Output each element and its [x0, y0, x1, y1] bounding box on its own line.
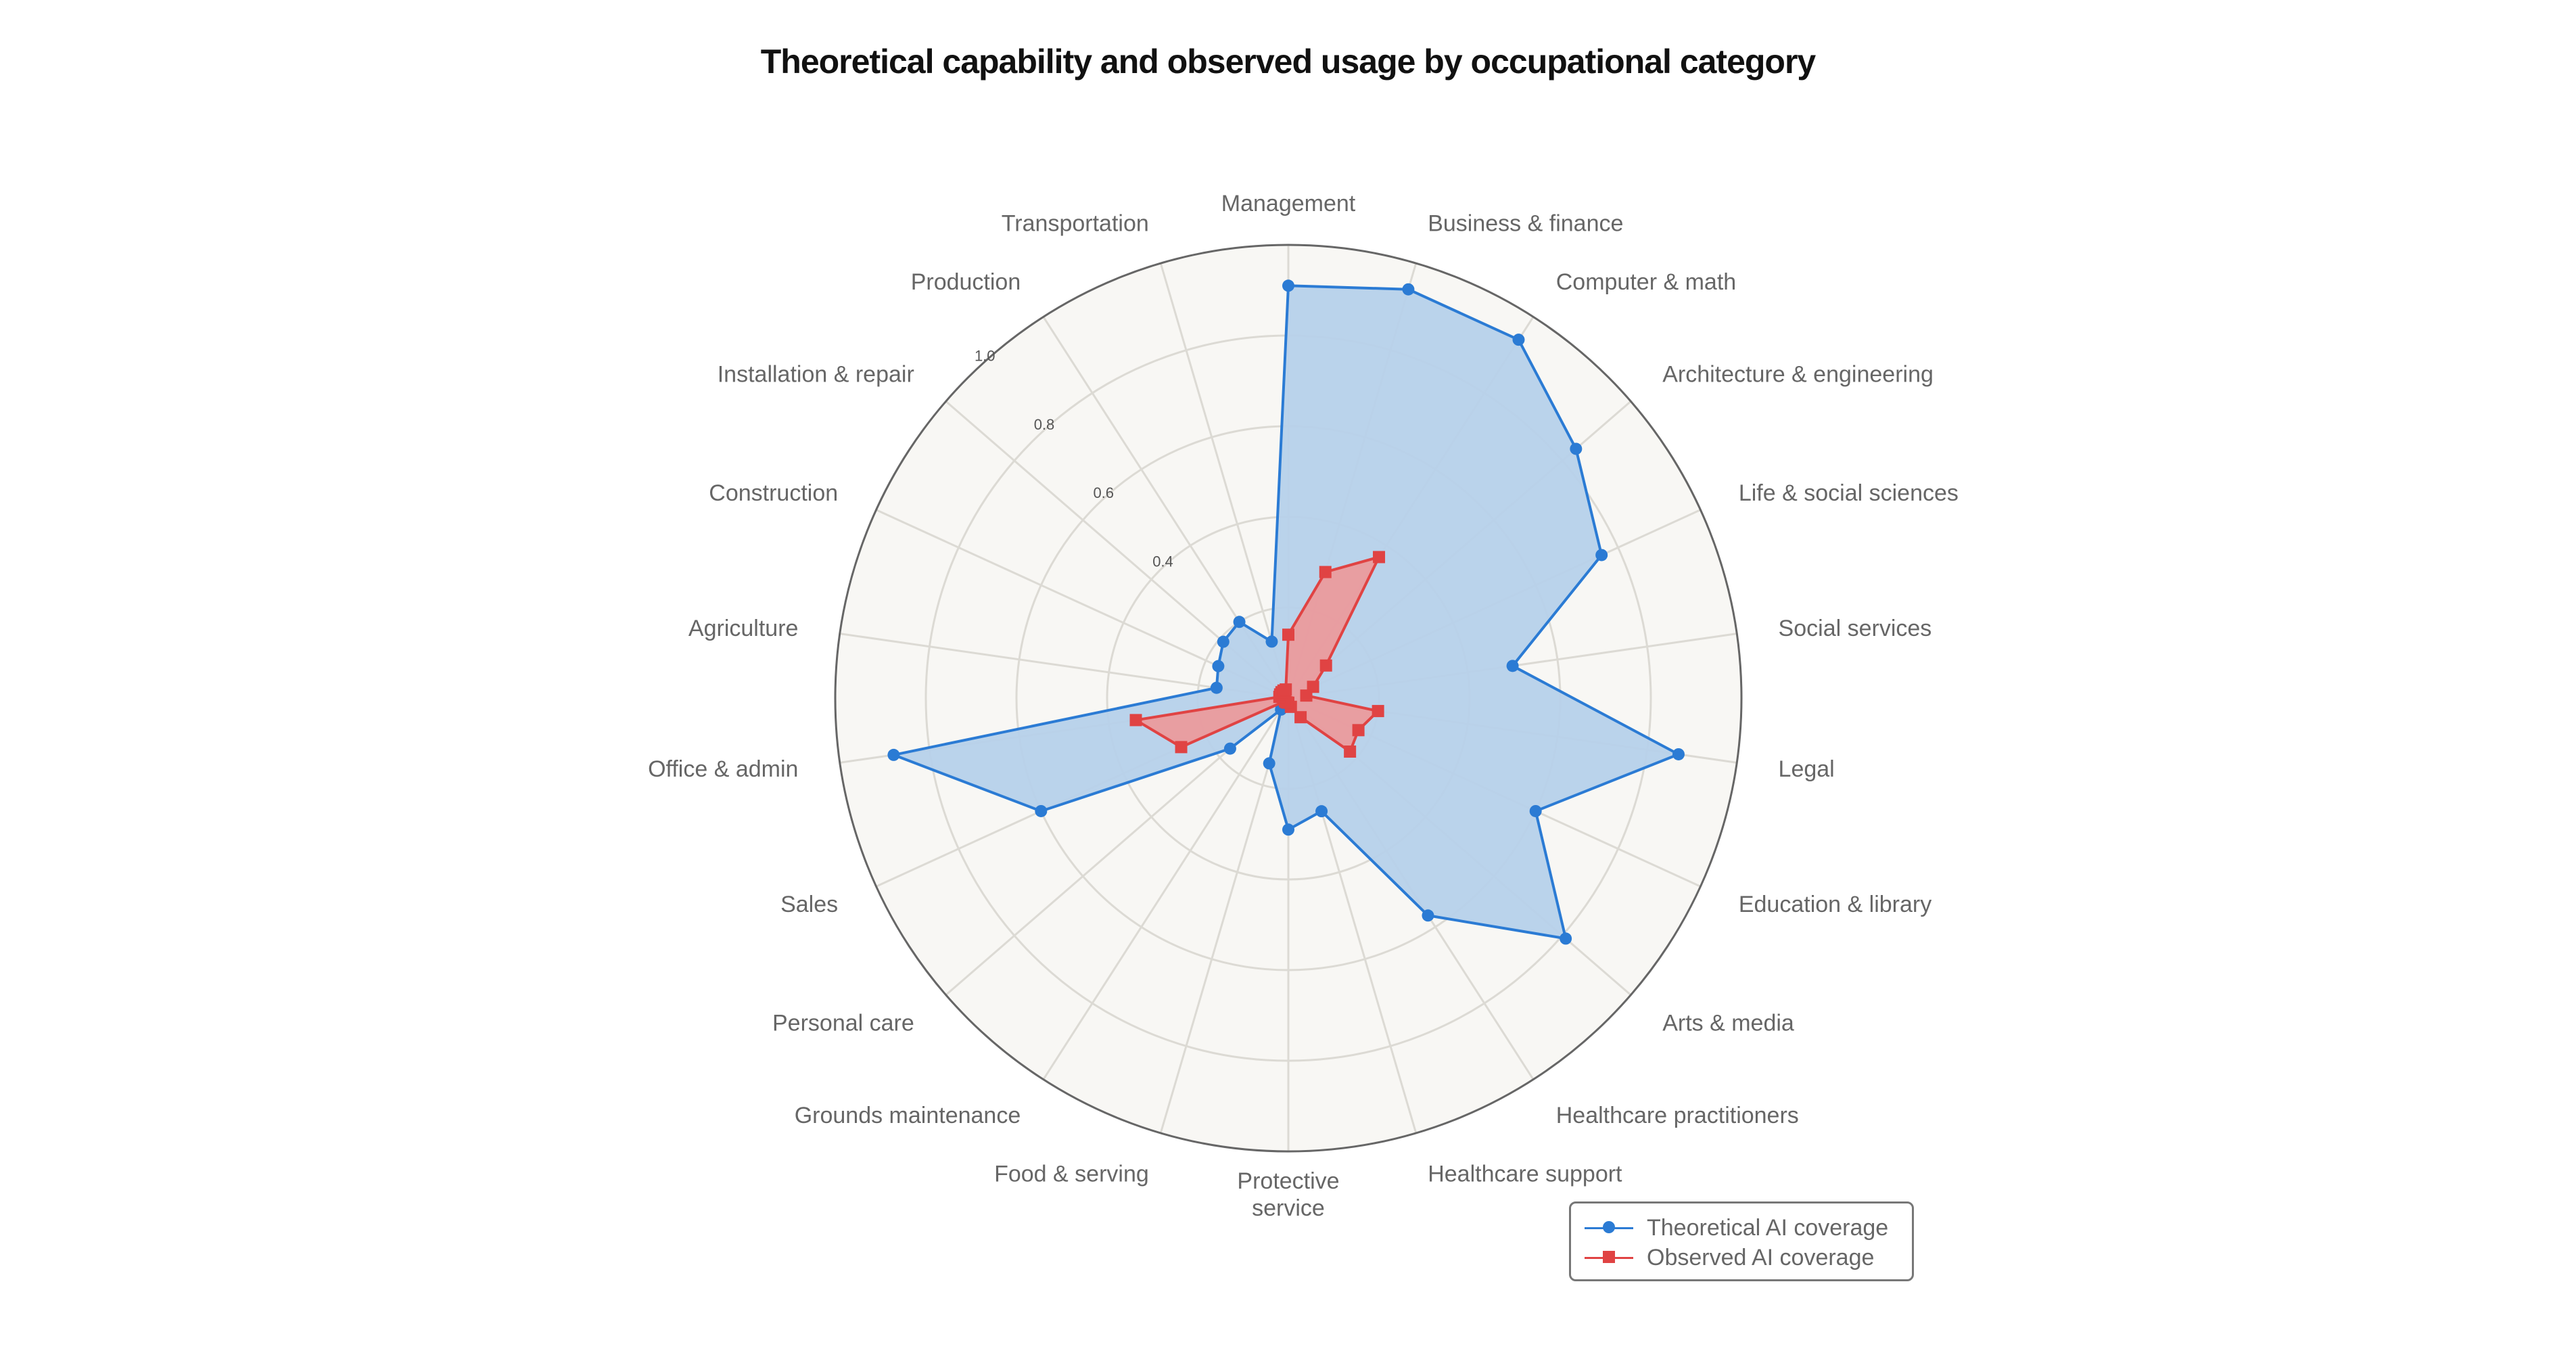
square-marker-icon: [1585, 1251, 1633, 1264]
category-label: Legal: [1779, 756, 1835, 782]
data-point: [1352, 724, 1365, 737]
data-point: [1506, 660, 1519, 672]
category-label: Transportation: [1002, 211, 1149, 237]
data-point: [1373, 551, 1386, 564]
data-point: [1344, 745, 1357, 758]
data-point: [1282, 823, 1294, 836]
outer-ring: [834, 244, 1743, 1153]
legend-label: Theoretical AI coverage: [1647, 1214, 1889, 1241]
category-label: Food & serving: [994, 1161, 1149, 1187]
category-label: Installation & repair: [718, 362, 914, 388]
data-point: [1529, 804, 1542, 817]
legend-item-theoretical: Theoretical AI coverage: [1585, 1213, 1898, 1243]
data-point: [1422, 909, 1434, 922]
category-label: Construction: [709, 480, 838, 506]
category-label: Arts & media: [1662, 1010, 1794, 1036]
category-label: Business & finance: [1428, 211, 1623, 237]
category-label: Computer & math: [1556, 269, 1736, 295]
data-point: [1300, 689, 1313, 702]
legend-item-observed: Observed AI coverage: [1585, 1243, 1898, 1272]
data-point: [1263, 757, 1275, 770]
data-point: [1035, 804, 1048, 817]
grid-spoke: [1042, 697, 1290, 1080]
category-label: Social services: [1779, 616, 1932, 641]
data-point: [1512, 334, 1525, 346]
data-point: [1233, 616, 1246, 628]
category-label: Agriculture: [688, 616, 799, 641]
category-label: Personal care: [772, 1010, 914, 1036]
circle-marker-icon: [1585, 1221, 1633, 1235]
category-label: Healthcare practitioners: [1556, 1103, 1799, 1128]
category-label: Office & admin: [648, 756, 798, 782]
data-point: [1217, 635, 1230, 648]
category-label: Healthcare support: [1428, 1161, 1622, 1187]
legend-label: Observed AI coverage: [1647, 1244, 1875, 1270]
data-point: [1315, 805, 1328, 818]
radial-tick-label: 0.4: [1152, 553, 1173, 570]
legend: Theoretical AI coverage Observed AI cove…: [1569, 1201, 1914, 1281]
radial-tick-label: 0.6: [1093, 484, 1114, 501]
category-label: Sales: [780, 892, 838, 917]
radial-tick-label: 1.0: [975, 348, 996, 365]
data-point: [1294, 711, 1307, 724]
chart-title: Theoretical capability and observed usag…: [760, 43, 1817, 81]
data-point: [1282, 628, 1294, 641]
category-label: Management: [1221, 191, 1356, 216]
data-point: [1282, 279, 1294, 292]
category-label: Protective service: [1237, 1168, 1339, 1221]
data-point: [1223, 742, 1236, 755]
data-point: [1372, 705, 1384, 718]
data-point: [1319, 566, 1332, 578]
data-point: [1280, 683, 1292, 696]
data-point: [1175, 741, 1188, 754]
data-point: [1570, 442, 1583, 455]
category-label: Life & social sciences: [1739, 480, 1959, 506]
grid-spoke: [1159, 697, 1290, 1134]
category-label: Architecture & engineering: [1662, 362, 1934, 388]
category-label: Production: [911, 269, 1021, 295]
category-label: Grounds maintenance: [795, 1103, 1021, 1128]
data-point: [1129, 714, 1142, 727]
category-label: Education & library: [1739, 892, 1931, 917]
data-point: [1672, 748, 1685, 760]
data-point: [887, 748, 900, 761]
data-point: [1210, 681, 1223, 694]
data-point: [1560, 932, 1572, 945]
data-point: [1319, 659, 1332, 672]
data-point: [1595, 549, 1608, 561]
data-point: [1265, 635, 1278, 648]
data-point: [1212, 660, 1225, 672]
grid-spoke: [1159, 262, 1290, 699]
radial-tick-label: 0.8: [1034, 416, 1055, 433]
data-point: [1402, 283, 1415, 296]
